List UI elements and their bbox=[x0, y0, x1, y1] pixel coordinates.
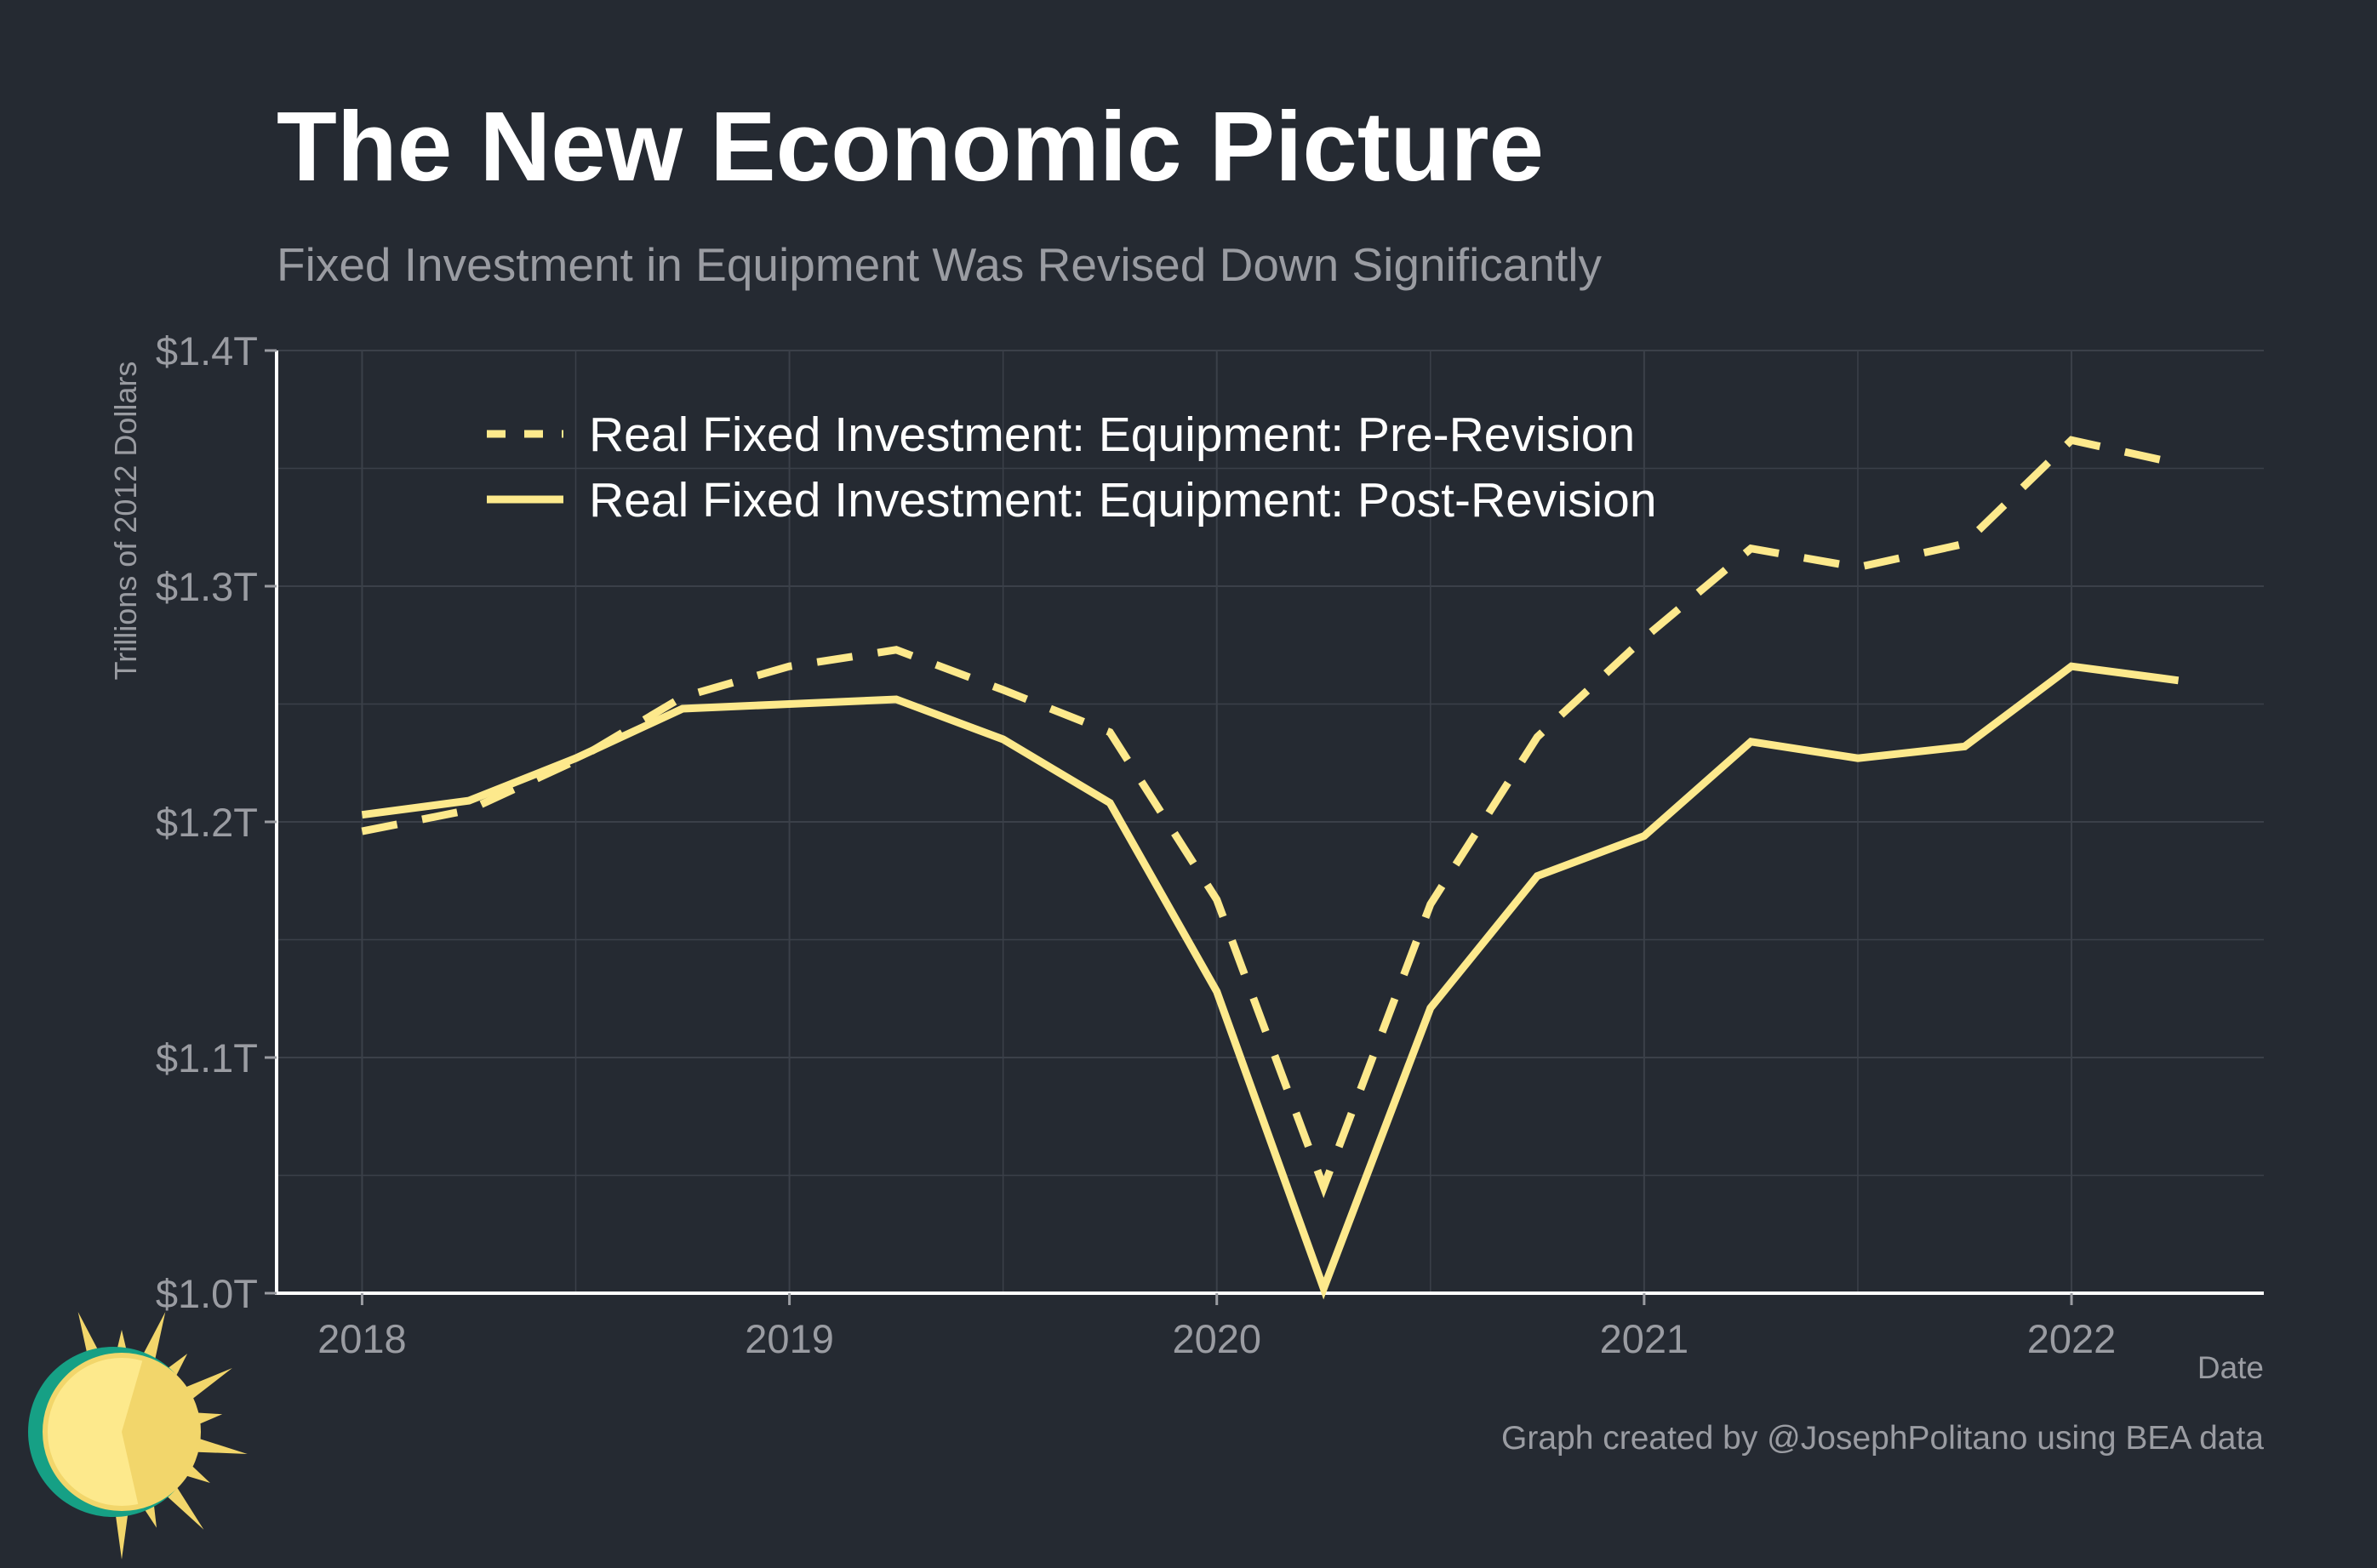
series-line-pre-revision bbox=[361, 436, 2180, 1199]
x-tick-label: 2021 bbox=[1600, 1316, 1689, 1361]
sun-ray bbox=[186, 1435, 248, 1454]
y-axis-label: Trillions of 2012 Dollars bbox=[108, 362, 143, 681]
y-tick-label: $1.4T bbox=[156, 328, 258, 373]
legend-label: Real Fixed Investment: Equipment: Pre-Re… bbox=[589, 408, 1635, 462]
grid-layer bbox=[277, 350, 2264, 1294]
series-layer bbox=[361, 436, 2180, 1300]
x-tick-label: 2018 bbox=[317, 1316, 407, 1361]
y-tick-label: $1.0T bbox=[156, 1271, 258, 1316]
x-tick-label: 2019 bbox=[745, 1316, 834, 1361]
x-tick-label: 2022 bbox=[2027, 1316, 2117, 1361]
axis-layer: $1.0T $1.1T $1.2T $1.3T $1.4T 2018 2019 2020 202… bbox=[156, 328, 2264, 1361]
y-tick-label: $1.1T bbox=[156, 1035, 258, 1080]
y-tick-label: $1.3T bbox=[156, 564, 258, 609]
legend-label: Real Fixed Investment: Equipment: Post-R… bbox=[589, 473, 1657, 527]
x-axis-label: Date bbox=[2197, 1350, 2264, 1385]
series-line-post-revision bbox=[361, 662, 2180, 1300]
legend-layer: Real Fixed Investment: Equipment: Pre-Re… bbox=[487, 408, 1657, 527]
y-tick-label: $1.2T bbox=[156, 800, 258, 845]
sun-disc-shade bbox=[122, 1359, 198, 1507]
footer-credit: Graph created by @JosephPolitano using B… bbox=[1501, 1420, 2264, 1457]
chart-title: The New Economic Picture bbox=[277, 91, 1544, 202]
x-tick-label: 2020 bbox=[1172, 1316, 1261, 1361]
sun-logo-icon bbox=[28, 1312, 248, 1559]
chart-subtitle: Fixed Investment in Equipment Was Revise… bbox=[277, 238, 1602, 291]
